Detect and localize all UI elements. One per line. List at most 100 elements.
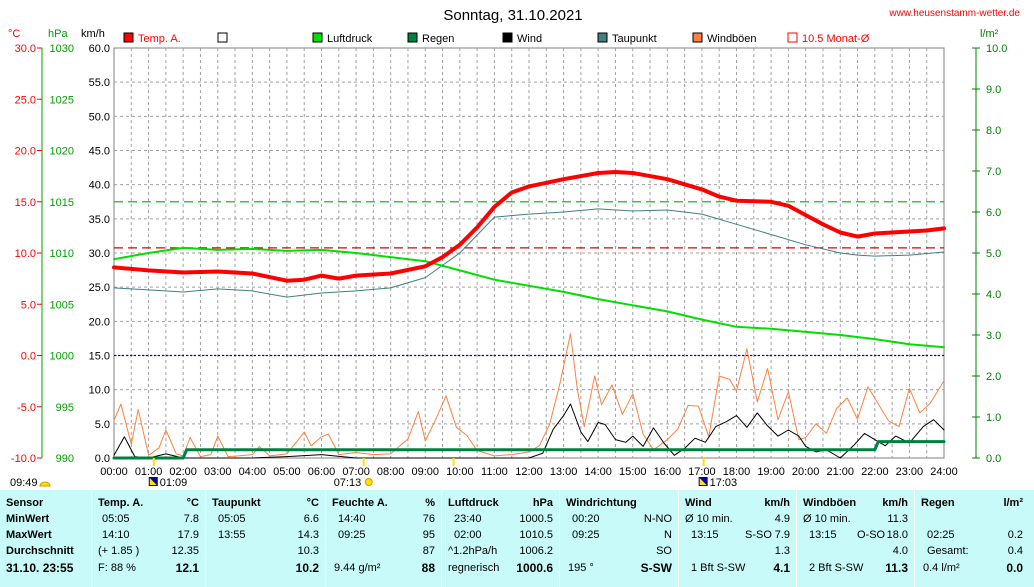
gust-current: 11.3 <box>885 561 908 575</box>
wind-max-time: 13:15 <box>691 529 719 541</box>
temp-min: 7.8 <box>183 513 199 525</box>
x-tick-label: 08:00 <box>377 466 405 478</box>
dew-unit: °C <box>306 497 319 509</box>
wdir-min-time: 00:20 <box>572 513 600 525</box>
moon-phase-icon <box>699 478 707 485</box>
rain-tick-label: 5.0 <box>986 248 1001 260</box>
humid-abs: 9.44 g/m² <box>334 562 381 574</box>
pressure-tick-label: 1015 <box>50 197 74 209</box>
pressure-tick-label: 1030 <box>50 43 74 55</box>
legend-swatch <box>312 32 323 43</box>
legend-swatch <box>787 32 798 43</box>
rain-tick-label: 7.0 <box>986 166 1001 178</box>
wdir-deg: 195 ° <box>568 562 594 574</box>
x-tick-label: 19:00 <box>757 466 785 478</box>
wind-bft: 1 Bft S-SW <box>691 562 746 574</box>
speed-tick-label: 5.0 <box>95 419 110 431</box>
speed-tick-label: 35.0 <box>89 214 110 226</box>
humid-min: 76 <box>422 513 435 525</box>
wdir-avg: SO <box>656 545 672 557</box>
legend-swatch <box>407 32 418 43</box>
rain-total: 0.4 <box>1007 545 1023 557</box>
speed-tick-label: 20.0 <box>89 316 110 328</box>
x-tick-label: 21:00 <box>826 466 854 478</box>
dew-min: 6.6 <box>303 513 319 525</box>
row-label-min: MinWert <box>6 513 50 525</box>
temp-tick-label: 5.0 <box>21 299 36 311</box>
press-min: 1000.5 <box>519 513 553 525</box>
gust-min: 11.3 <box>887 513 908 525</box>
press-min-time: 23:40 <box>454 513 482 525</box>
col-gusts: Windböen km/h Ø 10 min. 11.3 13:15 O-SO 18.0… <box>796 490 914 587</box>
wdir-max: N <box>664 529 672 541</box>
pressure-tick-label: 1000 <box>50 351 74 363</box>
wind-min-time: Ø 10 min. <box>685 513 733 525</box>
humid-avg: 87 <box>422 545 435 557</box>
col-dewpoint: Taupunkt °C 05:05 6.6 13:55 14.3 10.3 10.2 <box>205 490 325 587</box>
temp-tick-label: 20.0 <box>15 146 36 158</box>
rain-tick-label: 4.0 <box>986 289 1001 301</box>
unit-temp: °C <box>8 28 20 40</box>
x-tick-label: 05:00 <box>273 466 301 478</box>
temp-max: 17.9 <box>177 529 199 541</box>
dew-current: 10.2 <box>295 561 319 575</box>
x-tick-label: 17:00 <box>688 466 716 478</box>
x-tick-label: 22:00 <box>861 466 889 478</box>
sun-marker-label: 07:13 <box>334 477 362 489</box>
legend-label: Wind <box>517 33 542 45</box>
x-tick-label: 24:00 <box>930 466 958 478</box>
rain-tick-label: 6.0 <box>986 207 1001 219</box>
rain-current: 0.0 <box>1006 561 1023 575</box>
legend-label: Luftdruck <box>327 33 373 45</box>
dew-max: 14.3 <box>297 529 319 541</box>
series-line <box>113 333 945 458</box>
legend-label: 10.5 Monat-Ø <box>802 33 870 45</box>
x-tick-label: 12:00 <box>515 466 543 478</box>
pressure-tick-label: 995 <box>56 402 74 414</box>
x-tick-label: 13:00 <box>550 466 578 478</box>
col-pressure: Luftdruck hPa 23:40 1000.5 02:00 1010.5 ^1.… <box>441 490 559 587</box>
speed-tick-label: 15.0 <box>89 351 110 363</box>
temp-avg-note: (+ 1.85 ) <box>98 545 140 557</box>
rain-unit: l/m² <box>1003 497 1023 509</box>
legend-label: Windböen <box>707 33 757 45</box>
rain-tick-label: 8.0 <box>986 125 1001 137</box>
rain-tick-label: 0.0 <box>986 453 1001 465</box>
moon-marker-label: 17:03 <box>710 477 738 489</box>
temp-unit: °C <box>186 497 199 509</box>
rain-total-label: Gesamt: <box>927 545 969 557</box>
rain-tick-label: 2.0 <box>986 371 1001 383</box>
x-tick-label: 16:00 <box>654 466 682 478</box>
legend-swatch <box>123 32 134 43</box>
site-link: www.heusenstamm-wetter.de <box>888 8 1020 19</box>
wind-avg: 1.3 <box>774 545 790 557</box>
series-line <box>112 440 946 460</box>
speed-tick-label: 25.0 <box>89 282 110 294</box>
gust-title: Windböen <box>803 497 857 509</box>
x-tick-label: 18:00 <box>723 466 751 478</box>
rain-title: Regen <box>921 497 955 509</box>
temp-avg: 12.35 <box>171 545 199 557</box>
rain-max: 0.2 <box>1007 529 1023 541</box>
series-line <box>113 403 945 459</box>
col-rain: Regen l/m² 02:25 0.2 Gesamt: 0.4 0.4 l/m² 0.… <box>914 490 1034 587</box>
press-note: regnerisch <box>448 562 500 574</box>
pressure-tick-label: 1025 <box>50 94 74 106</box>
unit-pressure: hPa <box>48 28 68 40</box>
summary-table: Sensor MinWert MaxWert Durchschnitt 31.1… <box>0 490 1034 587</box>
x-tick-label: 14:00 <box>584 466 612 478</box>
legend-swatch <box>502 32 513 43</box>
press-max: 1010.5 <box>519 529 553 541</box>
col-humidity: Feuchte A.% 14:40 76 09:25 95 87 9.44 g/m²… <box>325 490 441 587</box>
series-line <box>112 170 946 283</box>
gust-max-dir: O-SO <box>857 529 886 541</box>
x-tick-label: 02:00 <box>169 466 197 478</box>
col-labels: Sensor MinWert MaxWert Durchschnitt 31.1… <box>0 490 90 587</box>
wdir-min: N-NO <box>643 513 672 525</box>
wdir-max-time: 09:25 <box>572 529 600 541</box>
legend-swatch <box>692 32 703 43</box>
row-label-max: MaxWert <box>6 529 52 541</box>
unit-speed: km/h <box>81 28 105 40</box>
humid-title: Feuchte A. <box>332 497 388 509</box>
temp-min-time: 05:05 <box>102 513 130 525</box>
